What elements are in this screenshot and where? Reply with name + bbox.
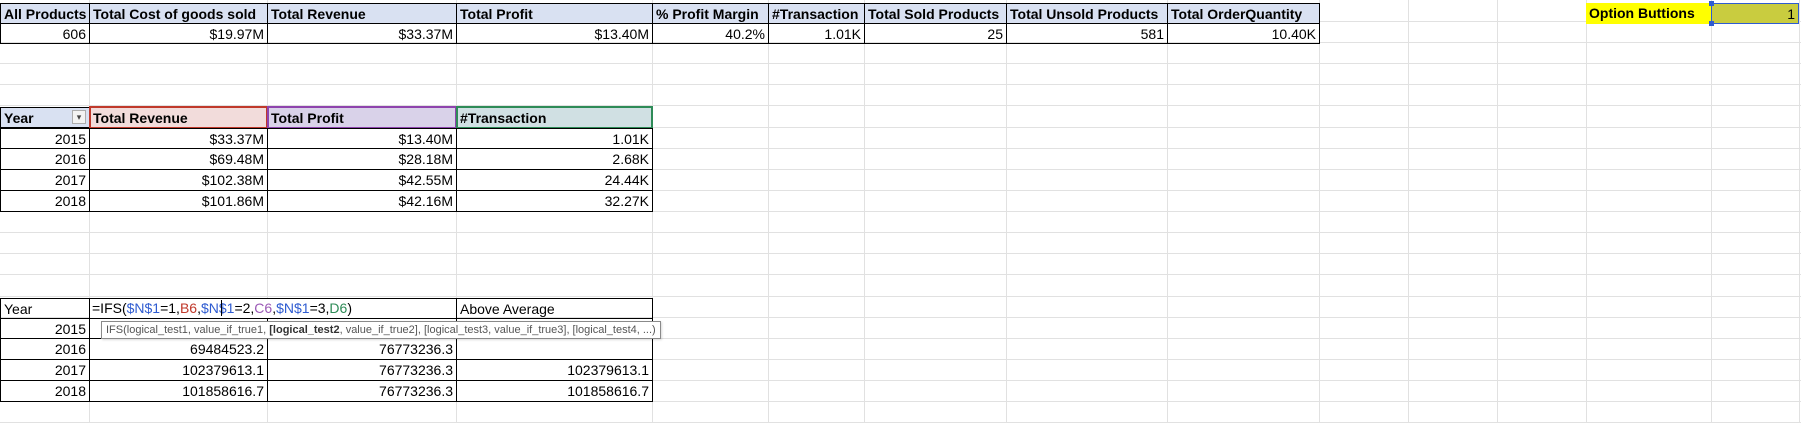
formula-range-highlight-revenue (89, 106, 268, 129)
yearly-header-transaction[interactable]: #Transaction (456, 107, 653, 128)
gridline (0, 63, 1801, 64)
yearly-cell[interactable]: 1.01K (456, 128, 653, 149)
gridline (0, 317, 1801, 318)
yearly-cell[interactable]: 32.27K (456, 190, 653, 212)
gridline (0, 338, 1801, 339)
kpi-value-cogs[interactable]: $19.97M (89, 23, 268, 44)
filter-dropdown-icon[interactable]: ▾ (72, 110, 86, 124)
gridline (0, 190, 1801, 191)
yearly-cell[interactable]: 2016 (0, 148, 90, 170)
gridline (0, 169, 1801, 170)
kpi-value-revenue[interactable]: $33.37M (267, 23, 457, 44)
kpi-value-all-products[interactable]: 606 (0, 23, 90, 44)
yearly-cell[interactable]: $42.55M (267, 169, 457, 191)
gridline (0, 380, 1801, 381)
gridline (0, 253, 1801, 254)
gridline (0, 232, 1801, 233)
gridline (0, 105, 1801, 106)
calc-cell[interactable]: 101858616.7 (456, 380, 653, 402)
calc-cell[interactable]: 102379613.1 (89, 359, 268, 381)
yearly-cell[interactable]: 24.44K (456, 169, 653, 191)
kpi-value-order-quantity[interactable]: 10.40K (1167, 23, 1320, 44)
calc-header-above-average[interactable]: Above Average (456, 298, 653, 319)
gridline (0, 42, 1801, 43)
yearly-cell[interactable]: $42.16M (267, 190, 457, 212)
formula-range-highlight-profit (267, 106, 457, 129)
gridline (0, 274, 1801, 275)
yearly-header-year[interactable]: Year (0, 107, 90, 128)
gridline (0, 359, 1801, 360)
kpi-value-profit-margin[interactable]: 40.2% (652, 23, 769, 44)
kpi-header-cogs[interactable]: Total Cost of goods sold (89, 3, 268, 24)
yearly-cell[interactable]: $102.38M (89, 169, 268, 191)
yearly-cell[interactable]: 2015 (0, 128, 90, 149)
formula-text[interactable]: =IFS($N$1=1,B6,$N$1=2,C6,$N$1=3,D6) (92, 300, 352, 316)
function-signature-tooltip: IFS(logical_test1, value_if_true1, [logi… (101, 321, 661, 339)
text-cursor (221, 300, 222, 316)
calc-cell[interactable]: 2017 (0, 359, 90, 381)
yearly-cell[interactable]: 2018 (0, 190, 90, 212)
kpi-value-profit[interactable]: $13.40M (456, 23, 653, 44)
kpi-header-transaction[interactable]: #Transaction (768, 3, 865, 24)
kpi-header-unsold-products[interactable]: Total Unsold Products (1006, 3, 1168, 24)
kpi-header-sold-products[interactable]: Total Sold Products (864, 3, 1007, 24)
kpi-value-sold-products[interactable]: 25 (864, 23, 1007, 44)
calc-cell[interactable]: 2018 (0, 380, 90, 402)
selection-handle[interactable] (1709, 21, 1714, 26)
calc-cell[interactable]: 2016 (0, 338, 90, 360)
kpi-value-unsold-products[interactable]: 581 (1006, 23, 1168, 44)
calc-cell[interactable] (456, 338, 653, 360)
gridline (0, 148, 1801, 149)
kpi-header-all-products[interactable]: All Products (0, 3, 90, 24)
calc-cell[interactable]: 76773236.3 (267, 338, 457, 360)
yearly-cell[interactable]: 2.68K (456, 148, 653, 170)
gridline (0, 296, 1801, 297)
kpi-header-profit[interactable]: Total Profit (456, 3, 653, 24)
yearly-cell[interactable]: $28.18M (267, 148, 457, 170)
kpi-value-transaction[interactable]: 1.01K (768, 23, 865, 44)
option-buttons-value[interactable]: 1 (1711, 3, 1799, 24)
yearly-cell[interactable]: $69.48M (89, 148, 268, 170)
gridline (0, 127, 1801, 128)
kpi-header-revenue[interactable]: Total Revenue (267, 3, 457, 24)
kpi-header-order-quantity[interactable]: Total OrderQuantity (1167, 3, 1320, 24)
gridline (0, 211, 1801, 212)
calc-cell[interactable]: 101858616.7 (89, 380, 268, 402)
yearly-cell[interactable]: $101.86M (89, 190, 268, 212)
option-buttons-label[interactable]: Option Buttions (1586, 3, 1711, 24)
calc-header-year[interactable]: Year (0, 298, 90, 319)
calc-cell[interactable]: 2015 (0, 318, 90, 339)
gridline (0, 401, 1801, 402)
calc-cell[interactable]: 69484523.2 (89, 338, 268, 360)
gridline (0, 84, 1801, 85)
calc-cell[interactable]: 102379613.1 (456, 359, 653, 381)
calc-cell[interactable]: 76773236.3 (267, 359, 457, 381)
selection-handle[interactable] (1709, 1, 1714, 6)
yearly-cell[interactable]: $13.40M (267, 128, 457, 149)
formula-range-highlight-transaction (456, 106, 653, 129)
yearly-cell[interactable]: $33.37M (89, 128, 268, 149)
calc-cell[interactable]: 76773236.3 (267, 380, 457, 402)
yearly-cell[interactable]: 2017 (0, 169, 90, 191)
kpi-header-profit-margin[interactable]: % Profit Margin (652, 3, 769, 24)
